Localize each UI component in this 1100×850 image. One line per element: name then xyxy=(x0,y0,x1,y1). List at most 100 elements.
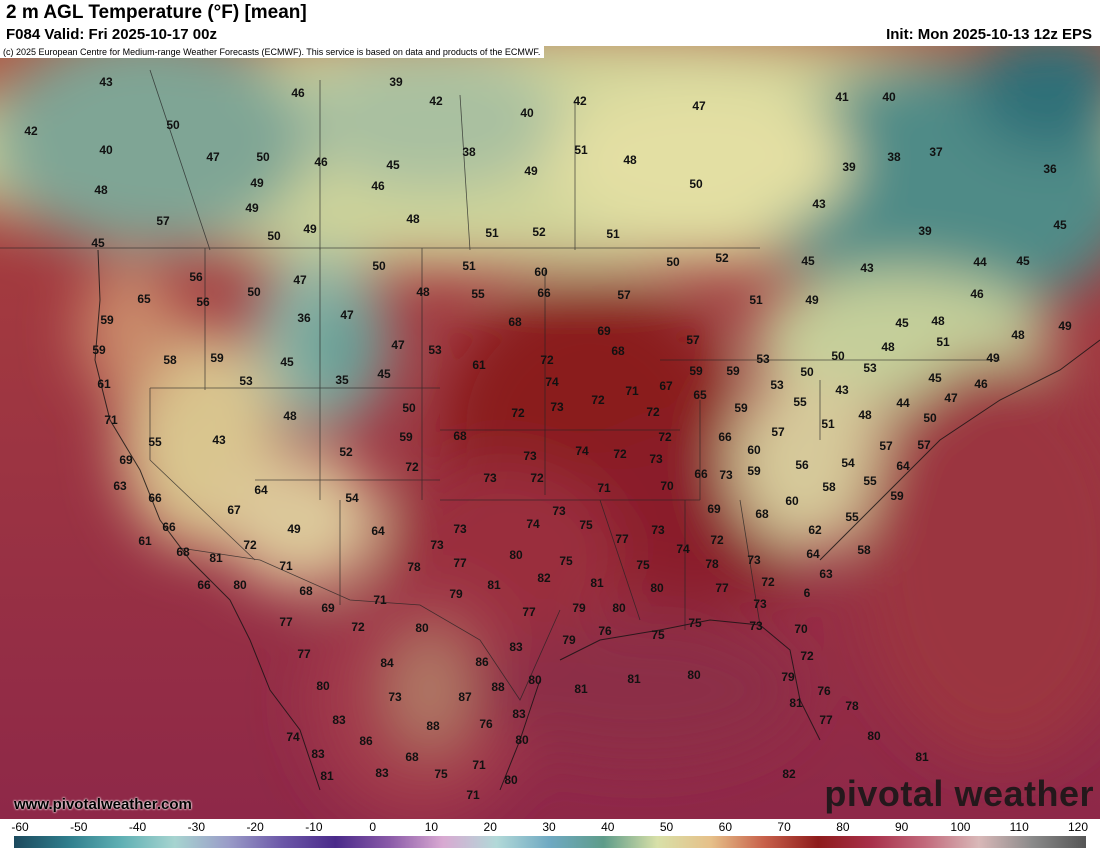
temperature-value: 67 xyxy=(227,503,241,517)
temperature-value: 50 xyxy=(831,349,845,363)
temperature-value: 42 xyxy=(24,124,38,138)
temperature-value: 80 xyxy=(650,581,664,595)
temperature-value: 73 xyxy=(747,553,761,567)
temperature-value: 64 xyxy=(371,524,385,538)
temperature-value: 71 xyxy=(466,788,480,802)
temperature-value: 50 xyxy=(402,401,416,415)
temperature-value: 48 xyxy=(94,183,108,197)
temperature-value: 65 xyxy=(137,292,151,306)
temperature-value: 69 xyxy=(597,324,611,338)
temperature-value: 83 xyxy=(509,640,523,654)
temperature-value: 55 xyxy=(148,435,162,449)
temperature-value: 76 xyxy=(598,624,612,638)
temperature-value: 72 xyxy=(646,405,660,419)
temperature-value: 53 xyxy=(756,352,770,366)
temperature-value: 83 xyxy=(311,747,325,761)
scale-tick-label: -20 xyxy=(246,820,264,834)
colorbar xyxy=(14,836,1086,848)
temperature-value: 81 xyxy=(574,682,588,696)
temperature-value: 48 xyxy=(1011,328,1025,342)
temperature-value: 63 xyxy=(113,479,127,493)
temperature-value: 86 xyxy=(475,655,489,669)
temperature-value: 87 xyxy=(458,690,472,704)
map-header: 2 m AGL Temperature (°F) [mean] F084 Val… xyxy=(0,0,1100,46)
temperature-value: 55 xyxy=(863,474,877,488)
temperature-value: 72 xyxy=(530,471,544,485)
temperature-value: 54 xyxy=(841,456,855,470)
scale-tick-label: -40 xyxy=(128,820,147,834)
temperature-value: 66 xyxy=(718,430,732,444)
scale-tick-label: 110 xyxy=(1009,820,1029,834)
temperature-value: 47 xyxy=(391,338,405,352)
temperature-value: 80 xyxy=(612,601,626,615)
temperature-value: 59 xyxy=(100,313,114,327)
temperature-value: 75 xyxy=(559,554,573,568)
temperature-value: 81 xyxy=(590,576,604,590)
temperature-value: 43 xyxy=(860,261,874,275)
temperature-value: 52 xyxy=(339,445,353,459)
temperature-value: 62 xyxy=(808,523,822,537)
temperature-value: 72 xyxy=(591,393,605,407)
temperature-value: 77 xyxy=(522,605,536,619)
temperature-value: 74 xyxy=(575,444,589,458)
color-scale: -60 -50 -40 -30 -20 -10 0 10 20 30 40 50 60 70 80 90 100… xyxy=(0,819,1100,850)
temperature-value: 66 xyxy=(148,491,162,505)
temperature-value: 73 xyxy=(749,619,763,633)
temperature-value: 83 xyxy=(375,766,389,780)
temperature-value: 67 xyxy=(659,379,673,393)
temperature-value: 38 xyxy=(462,145,476,159)
temperature-value: 70 xyxy=(794,622,808,636)
temperature-value: 59 xyxy=(734,401,748,415)
temperature-value: 52 xyxy=(532,225,546,239)
scale-tick-label: 90 xyxy=(894,820,909,834)
temperature-value: 56 xyxy=(196,295,210,309)
site-url[interactable]: www.pivotalweather.com xyxy=(14,796,192,813)
temperature-value: 49 xyxy=(805,293,819,307)
temperature-value: 48 xyxy=(858,408,872,422)
temperature-value: 80 xyxy=(509,548,523,562)
scale-tick-label: 60 xyxy=(718,820,733,834)
temperature-value: 71 xyxy=(104,413,118,427)
temperature-value: 78 xyxy=(845,699,859,713)
temperature-value: 43 xyxy=(835,383,849,397)
temperature-value: 74 xyxy=(286,730,300,744)
temperature-value: 79 xyxy=(449,587,463,601)
temperature-value: 51 xyxy=(485,226,499,240)
temperature-value: 81 xyxy=(915,750,929,764)
temperature-value: 69 xyxy=(707,502,721,516)
temperature-value: 36 xyxy=(1043,162,1057,176)
temperature-value: 73 xyxy=(483,471,497,485)
temperature-field xyxy=(0,46,1100,819)
temperature-value: 50 xyxy=(247,285,261,299)
temperature-value: 72 xyxy=(710,533,724,547)
temperature-value: 78 xyxy=(407,560,421,574)
temperature-value: 48 xyxy=(623,153,637,167)
temperature-value: 44 xyxy=(973,255,987,269)
temperature-value: 49 xyxy=(524,164,538,178)
scale-tick-label: 20 xyxy=(483,820,497,834)
temperature-value: 71 xyxy=(472,758,486,772)
temperature-value: 77 xyxy=(715,581,729,595)
temperature-value: 64 xyxy=(806,547,820,561)
temperature-value: 58 xyxy=(857,543,871,557)
temperature-value: 40 xyxy=(99,143,113,157)
temperature-value: 73 xyxy=(651,523,665,537)
temperature-value: 61 xyxy=(138,534,152,548)
temperature-value: 77 xyxy=(615,532,629,546)
temperature-value: 59 xyxy=(210,351,224,365)
temperature-map: (c) 2025 European Centre for Medium-rang… xyxy=(0,46,1100,819)
temperature-value: 43 xyxy=(812,197,826,211)
temperature-value: 77 xyxy=(453,556,467,570)
temperature-value: 41 xyxy=(835,90,849,104)
temperature-value: 45 xyxy=(386,158,400,172)
temperature-value: 59 xyxy=(689,364,703,378)
temperature-value: 75 xyxy=(651,628,665,642)
scale-tick-label: -60 xyxy=(11,820,29,834)
scale-tick-label: 100 xyxy=(950,820,971,834)
temperature-value: 6 xyxy=(803,586,811,600)
temperature-value: 64 xyxy=(896,459,910,473)
temperature-value: 37 xyxy=(929,145,943,159)
temperature-value: 53 xyxy=(239,374,253,388)
temperature-value: 68 xyxy=(611,344,625,358)
temperature-value: 66 xyxy=(694,467,708,481)
